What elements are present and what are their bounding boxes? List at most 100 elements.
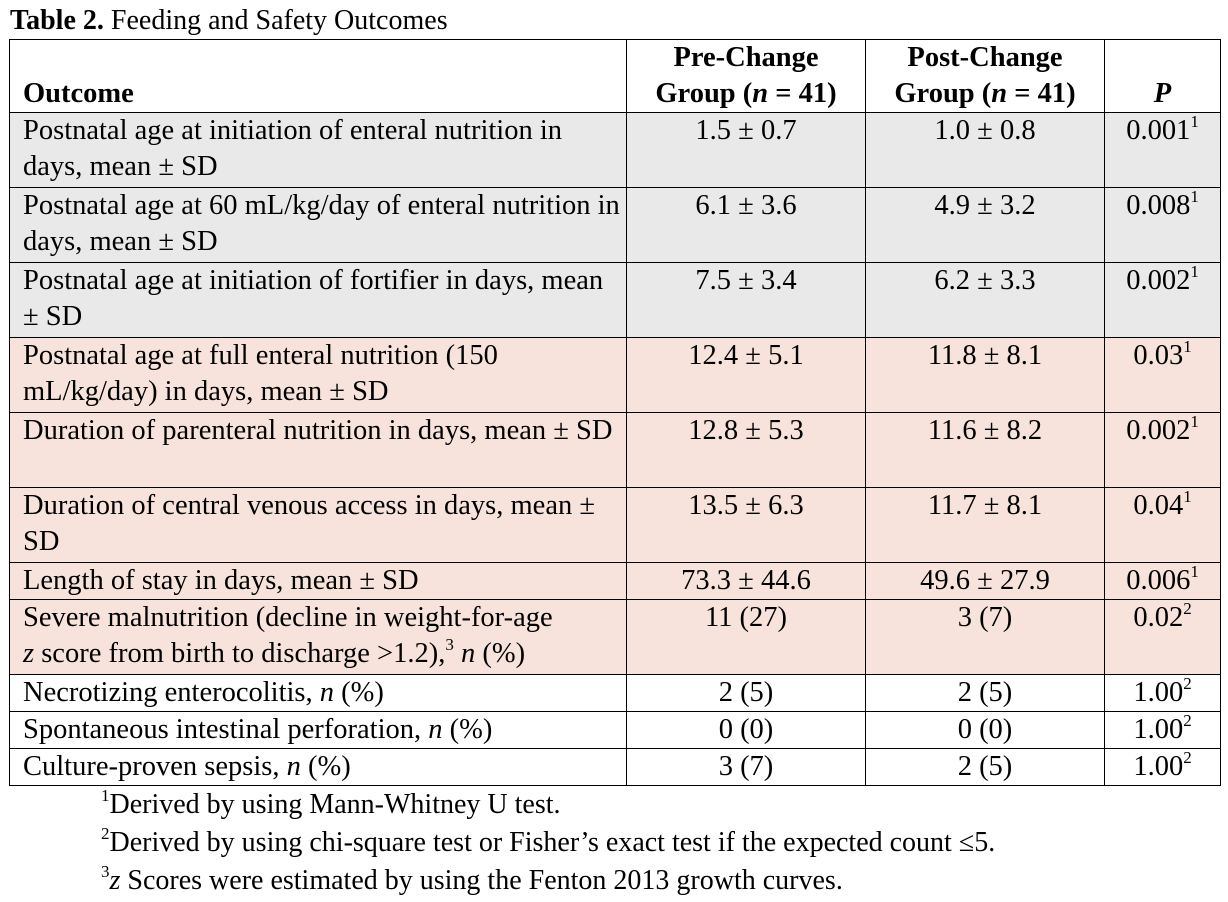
header-pre-line1: Pre-Change	[673, 42, 819, 73]
p-value: 0.006	[1126, 565, 1191, 596]
table-row: Duration of central venous access in day…	[9, 486, 1221, 563]
p-footnote-mark: 2	[1183, 747, 1192, 767]
header-p-value: P	[1104, 39, 1221, 113]
outcome-text: Necrotizing enterocolitis,	[23, 677, 320, 708]
table-row: Postnatal age at full enteral nutrition …	[9, 336, 1221, 413]
outcome-cell: Postnatal age at 60 mL/kg/day of enteral…	[9, 187, 627, 263]
table-footnotes: 1Derived by using Mann-Whitney U test. 2…	[101, 786, 995, 900]
outcome-cell: Postnatal age at full enteral nutrition …	[9, 337, 627, 413]
p-footnote-mark: 1	[1190, 411, 1199, 431]
header-post-n: n	[991, 78, 1008, 109]
p-value: 0.04	[1133, 490, 1184, 521]
outcome-cell: Severe malnutrition (decline in weight-f…	[9, 599, 627, 675]
header-outcome: Outcome	[9, 39, 627, 113]
outcome-text: (%)	[334, 677, 384, 708]
p-value-cell: 0.041	[1104, 486, 1221, 563]
p-value: 1.00	[1133, 714, 1184, 745]
table-caption: Table 2. Feeding and Safety Outcomes	[10, 4, 448, 38]
outcome-cell: Duration of central venous access in day…	[9, 487, 627, 563]
p-footnote-mark: 2	[1183, 673, 1192, 693]
p-value: 0.008	[1126, 190, 1191, 221]
outcome-n: n	[461, 638, 476, 669]
header-p-label: P	[1153, 78, 1172, 109]
footnote-z: z	[109, 865, 121, 896]
table-caption-text: Feeding and Safety Outcomes	[110, 5, 448, 36]
header-pre-line2a: Group (	[655, 78, 753, 109]
outcome-text: Severe malnutrition (decline in weight-f…	[23, 602, 553, 633]
header-pre-line2b: = 41)	[768, 78, 837, 109]
pre-change-cell: 3 (7)	[626, 748, 866, 786]
p-footnote-mark: 1	[1183, 336, 1192, 356]
pre-change-cell: 1.5 ± 0.7	[626, 112, 866, 188]
table-row: Duration of parenteral nutrition in days…	[9, 411, 1221, 488]
footnote-text: Derived by using chi-square test or Fish…	[109, 827, 996, 858]
header-post-line2a: Group (	[894, 78, 992, 109]
table-row: Culture-proven sepsis, n (%) 3 (7) 2 (5)…	[9, 747, 1221, 786]
outcome-text: (%)	[300, 751, 351, 782]
table-row: Spontaneous intestinal perforation, n (%…	[9, 711, 1221, 749]
p-footnote-mark: 1	[1190, 561, 1199, 581]
outcomes-table: Outcome Pre-Change Group (n = 41) Post-Ch…	[9, 39, 1221, 786]
footnote-mark: 2	[101, 823, 110, 843]
p-value-cell: 1.002	[1104, 711, 1221, 749]
table-caption-label: Table 2.	[10, 5, 104, 36]
table-row: Length of stay in days, mean ± SD 73.3 ±…	[9, 561, 1221, 600]
outcome-n: n	[428, 714, 443, 745]
outcome-cell: Spontaneous intestinal perforation, n (%…	[9, 711, 627, 749]
p-value: 0.002	[1126, 265, 1191, 296]
outcome-cell: Postnatal age at initiation of enteral n…	[9, 112, 627, 188]
outcome-text: (%)	[475, 638, 526, 669]
post-change-cell: 6.2 ± 3.3	[865, 262, 1105, 338]
outcome-text: Culture-proven sepsis,	[23, 751, 287, 782]
p-footnote-mark: 1	[1190, 261, 1199, 281]
pre-change-cell: 12.8 ± 5.3	[626, 412, 866, 488]
p-value: 0.001	[1126, 115, 1191, 146]
p-value: 1.00	[1133, 751, 1184, 782]
post-change-cell: 4.9 ± 3.2	[865, 187, 1105, 263]
header-pre-change: Pre-Change Group (n = 41)	[626, 39, 866, 113]
table-row: Severe malnutrition (decline in weight-f…	[9, 598, 1221, 675]
pre-change-cell: 7.5 ± 3.4	[626, 262, 866, 338]
outcome-cell: Duration of parenteral nutrition in days…	[9, 412, 627, 488]
p-value-cell: 0.031	[1104, 336, 1221, 413]
outcome-n: n	[286, 751, 301, 782]
header-post-line2b: = 41)	[1007, 78, 1076, 109]
footnote-1: 1Derived by using Mann-Whitney U test.	[101, 786, 995, 824]
p-value-cell: 1.002	[1104, 673, 1221, 712]
outcome-text: score from birth to discharge >1.2),	[34, 638, 446, 669]
post-change-cell: 2 (5)	[865, 748, 1105, 786]
p-value: 0.002	[1126, 415, 1191, 446]
footnote-text: Derived by using Mann-Whitney U test.	[109, 789, 561, 820]
outcome-cell: Culture-proven sepsis, n (%)	[9, 748, 627, 786]
footnote-3: 3z Scores were estimated by using the Fe…	[101, 862, 995, 900]
post-change-cell: 1.0 ± 0.8	[865, 112, 1105, 188]
outcome-cell: Postnatal age at initiation of fortifier…	[9, 262, 627, 338]
post-change-cell: 0 (0)	[865, 711, 1105, 749]
p-value-cell: 1.002	[1104, 747, 1221, 786]
pre-change-cell: 12.4 ± 5.1	[626, 337, 866, 413]
p-footnote-mark: 1	[1183, 486, 1192, 506]
p-value: 0.03	[1133, 340, 1184, 371]
pre-change-cell: 73.3 ± 44.6	[626, 562, 866, 600]
outcome-cell: Necrotizing enterocolitis, n (%)	[9, 674, 627, 712]
post-change-cell: 11.8 ± 8.1	[865, 337, 1105, 413]
p-value-cell: 0.0021	[1104, 411, 1221, 488]
table-header-row: Outcome Pre-Change Group (n = 41) Post-Ch…	[9, 39, 1221, 113]
table-row: Necrotizing enterocolitis, n (%) 2 (5) 2…	[9, 673, 1221, 712]
table-row: Postnatal age at initiation of fortifier…	[9, 261, 1221, 338]
pre-change-cell: 0 (0)	[626, 711, 866, 749]
header-post-change: Post-Change Group (n = 41)	[865, 39, 1105, 113]
footnote-mark: 3	[101, 861, 110, 881]
outcome-text: Spontaneous intestinal perforation,	[23, 714, 429, 745]
pre-change-cell: 6.1 ± 3.6	[626, 187, 866, 263]
outcome-footnote-mark: 3	[445, 634, 454, 654]
post-change-cell: 3 (7)	[865, 599, 1105, 675]
p-footnote-mark: 2	[1183, 598, 1192, 618]
post-change-cell: 49.6 ± 27.9	[865, 562, 1105, 600]
header-post-line1: Post-Change	[907, 42, 1063, 73]
pre-change-cell: 13.5 ± 6.3	[626, 487, 866, 563]
p-value-cell: 0.022	[1104, 598, 1221, 675]
pre-change-cell: 11 (27)	[626, 599, 866, 675]
p-value: 1.00	[1133, 677, 1184, 708]
